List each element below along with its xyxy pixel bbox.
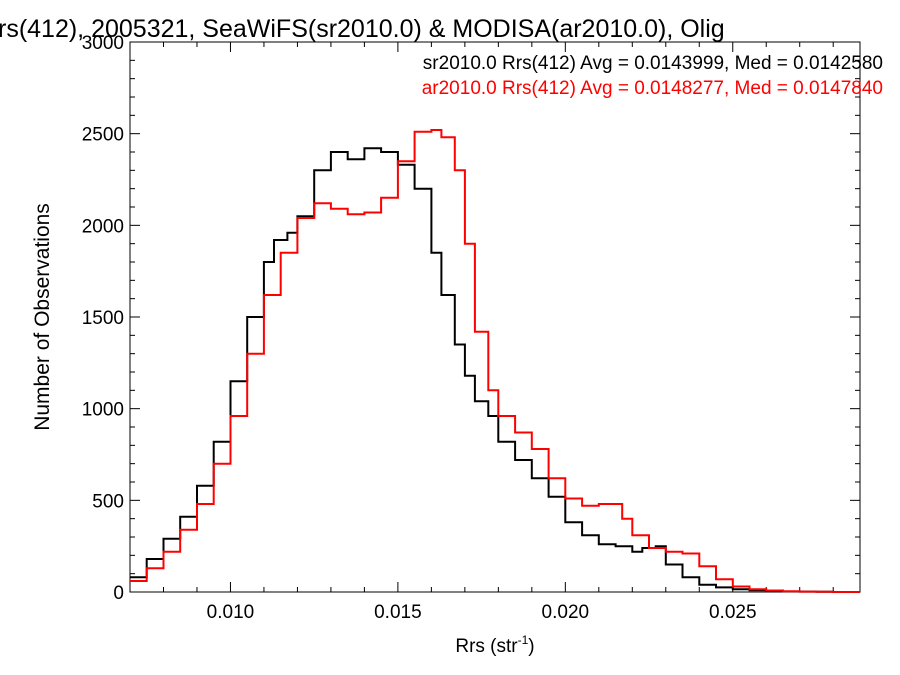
x-tick-label: 0.015 (374, 602, 422, 623)
series-line-0 (130, 147, 860, 593)
legend-entry-sr2010: sr2010.0 Rrs(412) Avg = 0.0143999, Med =… (423, 53, 883, 74)
y-axis: 0 500 1000 1500 2000 2500 3000 (82, 33, 860, 604)
chart-title: rs(412), 2005321, SeaWiFS(sr2010.0) & MO… (0, 15, 725, 43)
x-axis: 0.010 0.015 0.020 0.025 (162, 42, 834, 623)
x-axis-label-superscript: -1 (518, 633, 529, 647)
series-layer (130, 129, 860, 593)
legend-entry-ar2010: ar2010.0 Rrs(412) Avg = 0.0148277, Med =… (422, 78, 883, 99)
y-tick-label: 2500 (82, 125, 124, 146)
legend: sr2010.0 Rrs(412) Avg = 0.0143999, Med =… (422, 53, 883, 99)
y-tick-label: 1000 (82, 400, 124, 421)
plot-area: 0 500 1000 1500 2000 2500 3000 0.010 0.015 0.020… (82, 33, 861, 623)
x-axis-label-tail: ) (528, 636, 534, 657)
x-tick-label: 0.025 (709, 602, 757, 623)
y-tick-label: 1500 (82, 308, 124, 329)
y-tick-label: 2000 (82, 216, 124, 237)
x-axis-label: Rrs (str-1) (455, 633, 534, 657)
x-tick-label: 0.010 (207, 602, 255, 623)
y-tick-label: 3000 (82, 33, 124, 54)
y-axis-label: Number of Observations (31, 203, 54, 431)
series-line-1 (130, 129, 860, 593)
plot-frame (129, 41, 861, 593)
x-axis-label-main: Rrs (str (455, 636, 518, 657)
y-tick-label: 0 (113, 583, 124, 604)
x-tick-label: 0.020 (542, 602, 590, 623)
y-tick-label: 500 (92, 491, 124, 512)
